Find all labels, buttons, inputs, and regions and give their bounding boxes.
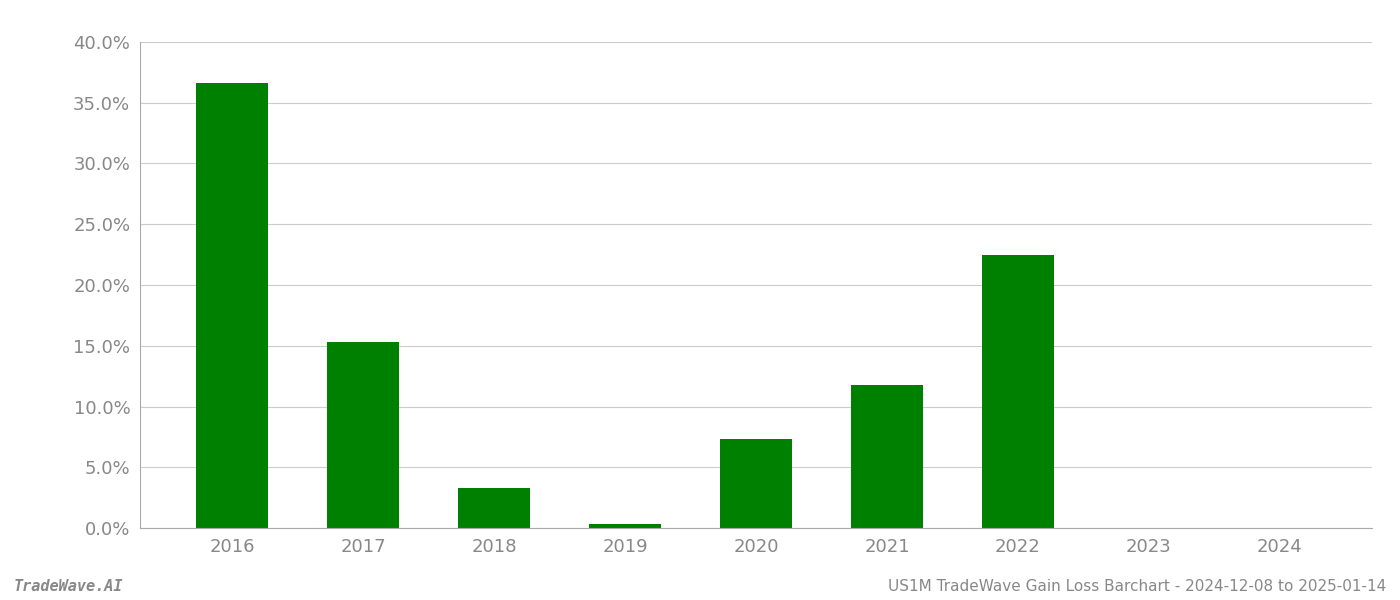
- Bar: [458, 488, 531, 528]
- Bar: [851, 385, 923, 528]
- Bar: [328, 342, 399, 528]
- Bar: [196, 83, 267, 528]
- Text: TradeWave.AI: TradeWave.AI: [14, 579, 123, 594]
- Bar: [981, 254, 1054, 528]
- Text: US1M TradeWave Gain Loss Barchart - 2024-12-08 to 2025-01-14: US1M TradeWave Gain Loss Barchart - 2024…: [888, 579, 1386, 594]
- Bar: [720, 439, 792, 528]
- Bar: [589, 524, 661, 528]
